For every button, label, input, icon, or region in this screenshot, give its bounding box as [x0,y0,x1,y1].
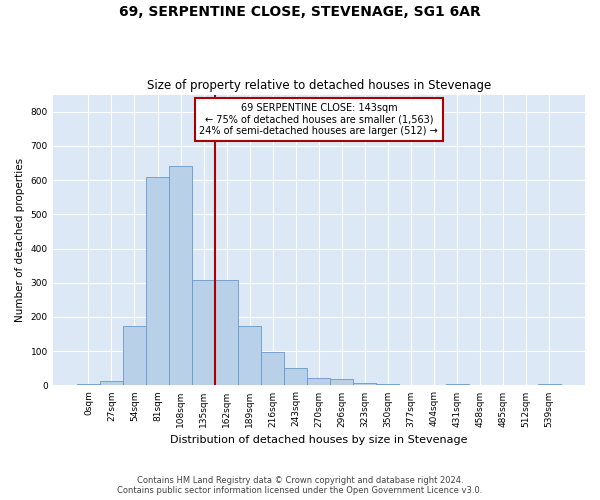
Bar [353,383,376,386]
Bar [146,176,169,386]
Title: Size of property relative to detached houses in Stevenage: Size of property relative to detached ho… [147,79,491,92]
Text: 69, SERPENTINE CLOSE, STEVENAGE, SG1 6AR: 69, SERPENTINE CLOSE, STEVENAGE, SG1 6AR [119,5,481,19]
Bar [376,384,400,386]
Bar [100,381,123,386]
Bar [538,384,561,386]
Bar [307,378,331,386]
Bar [192,280,215,386]
Bar [123,326,146,386]
Text: 69 SERPENTINE CLOSE: 143sqm
← 75% of detached houses are smaller (1,563)
24% of : 69 SERPENTINE CLOSE: 143sqm ← 75% of det… [199,104,438,136]
Bar [331,380,353,386]
Bar [169,166,192,386]
Bar [446,384,469,386]
Y-axis label: Number of detached properties: Number of detached properties [15,158,25,322]
Bar [215,280,238,386]
Bar [238,326,261,386]
Bar [77,384,100,386]
X-axis label: Distribution of detached houses by size in Stevenage: Distribution of detached houses by size … [170,435,467,445]
Bar [261,352,284,386]
Text: Contains HM Land Registry data © Crown copyright and database right 2024.
Contai: Contains HM Land Registry data © Crown c… [118,476,482,495]
Bar [284,368,307,386]
